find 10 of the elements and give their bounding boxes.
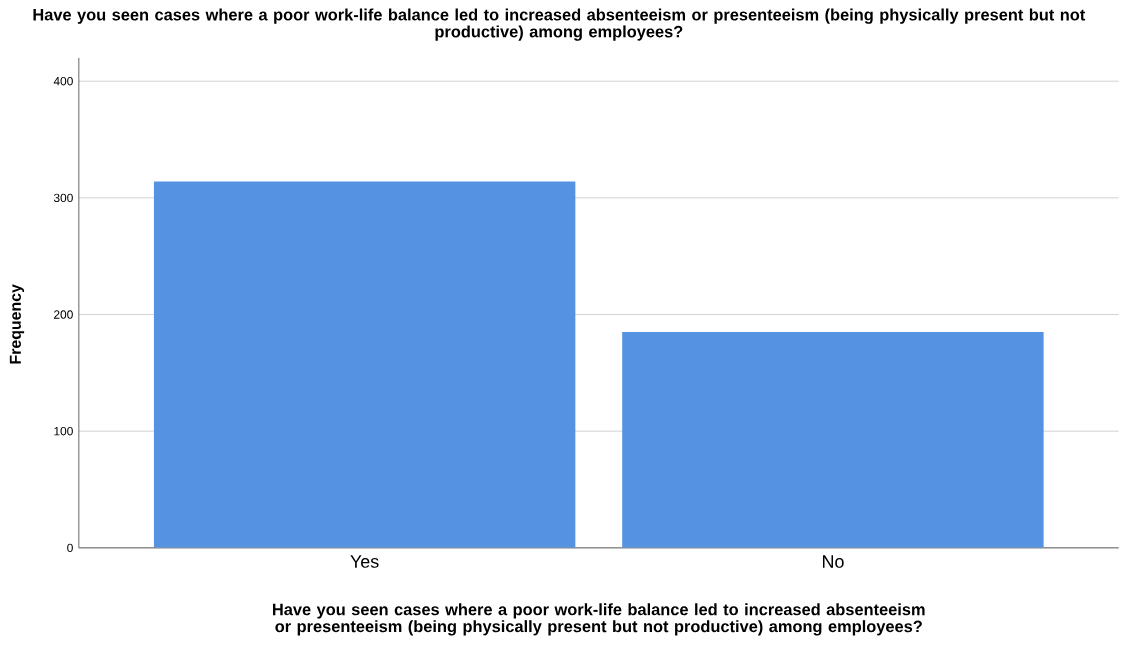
chart-title: Have you seen cases where a poor work-life balance led to increased absenteeism or presenteeism (being physically present but not productive) among employees? <box>33 8 1086 41</box>
y-tick-label: 200 <box>54 310 73 319</box>
x-tick-label: Yes <box>350 555 379 569</box>
y-tick-label: 400 <box>53 77 73 86</box>
y-tick-label: 0 <box>67 543 73 553</box>
x-tick-label: No <box>823 555 844 569</box>
y-tick-label: 300 <box>53 193 73 203</box>
y-axis-title: Frequency <box>9 284 25 364</box>
x-axis-title: Have you seen cases where a poor work-life balance led to increased absenteeism or presenteeism (being physically present but not productive) among employees? <box>273 603 925 636</box>
y-tick-label: 100 <box>54 427 73 436</box>
